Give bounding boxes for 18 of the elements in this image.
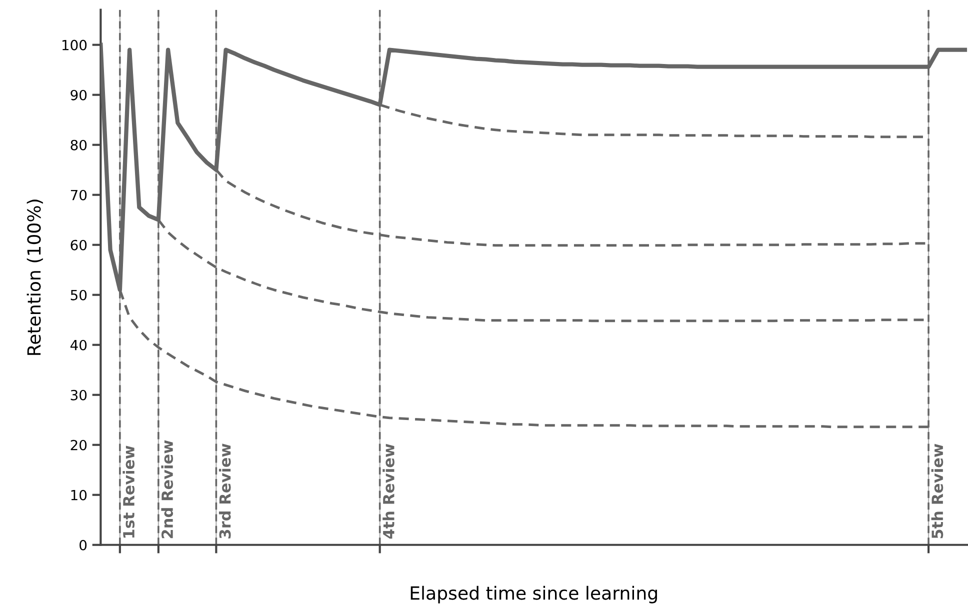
y-tick-label: 50	[70, 290, 87, 300]
annotation: 2nd Review	[161, 440, 174, 538]
y-axis-title: Retention (100%)	[26, 200, 43, 355]
y-tick-label: 100	[62, 40, 87, 50]
y-tick-label: 60	[70, 240, 87, 250]
y-tick-label: 80	[70, 140, 87, 150]
annotation: 3rd Review	[218, 444, 231, 538]
y-tick-label: 20	[70, 440, 87, 450]
y-tick-label: 90	[70, 90, 87, 100]
y-tick-label: 10	[71, 490, 87, 500]
y-tick-label: 30	[70, 390, 87, 400]
y-tick-label: 0	[80, 540, 87, 550]
annotation: 5th Review	[931, 444, 944, 538]
annotation: 4th Review	[382, 444, 394, 539]
x-axis-title: Elapsed time since learning	[410, 586, 657, 604]
annotation: 1st Review	[122, 446, 135, 538]
y-tick-label: 40	[70, 340, 87, 350]
y-tick-label: 70	[70, 190, 87, 200]
